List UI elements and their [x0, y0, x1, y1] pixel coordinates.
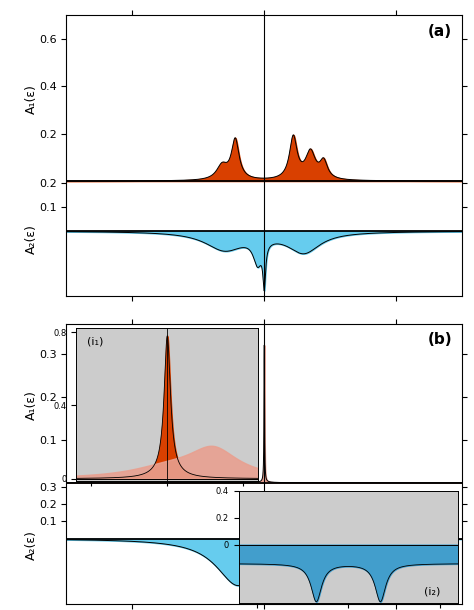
Text: (b): (b): [428, 332, 452, 346]
Y-axis label: A₁(ε): A₁(ε): [25, 390, 37, 420]
Text: (a): (a): [428, 24, 452, 38]
Y-axis label: A₂(ε): A₂(ε): [25, 531, 37, 561]
Y-axis label: A₁(ε): A₁(ε): [25, 84, 37, 114]
Y-axis label: A₂(ε): A₂(ε): [25, 224, 37, 254]
